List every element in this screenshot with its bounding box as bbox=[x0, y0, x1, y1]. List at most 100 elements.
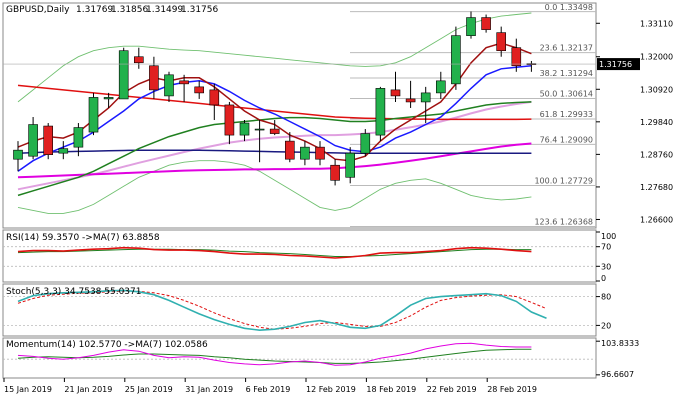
candle-body-4 bbox=[73, 127, 84, 148]
x-axis: 15 Jan 2019 21 Jan 2019 25 Jan 2019 31 Jan … bbox=[3, 378, 537, 394]
price-tick-label-4: 1.28760 bbox=[640, 150, 673, 159]
rsi-main-line bbox=[17, 246, 532, 259]
candle-body-32 bbox=[496, 32, 507, 52]
main-pane-frame bbox=[2, 2, 597, 229]
candle-body-16 bbox=[254, 128, 265, 131]
mom-tick-label-0: 103.8333 bbox=[601, 339, 639, 348]
chart-title: GBPUSD,Daily bbox=[6, 5, 70, 15]
x-tick-label-1: 21 Jan 2019 bbox=[64, 385, 112, 394]
x-tick-label-4: 6 Feb 2019 bbox=[246, 385, 291, 394]
x-tick-label-6: 18 Feb 2019 bbox=[366, 385, 416, 394]
candle-body-1 bbox=[28, 124, 38, 157]
x-tick-label-8: 28 Feb 2019 bbox=[487, 385, 537, 394]
ohlc-close: 1.31756 bbox=[181, 5, 218, 15]
mom-tick-label-1: 96.6607 bbox=[601, 370, 634, 379]
fib-label-4: 61.8 1.29933 bbox=[540, 110, 593, 119]
candle-body-25 bbox=[390, 89, 401, 97]
momentum-pane-frame bbox=[2, 337, 597, 379]
candle-body-28 bbox=[435, 80, 446, 94]
candle-body-11 bbox=[179, 80, 189, 85]
rsi-tick-label-3: 0 bbox=[601, 274, 606, 283]
fib-label-0: 0.0 1.33498 bbox=[545, 3, 593, 12]
overlay-ma-red bbox=[17, 84, 532, 121]
price-tick-label-1: 1.32000 bbox=[640, 53, 673, 62]
fib-label-7: 123.6 1.26368 bbox=[534, 217, 593, 226]
rsi-tick-label-0: 100 bbox=[601, 232, 616, 241]
rsi-label: RSI(14) 59.3570 ->MA(7) 63.8858 bbox=[6, 233, 160, 243]
current-price-label: 1.31756 bbox=[599, 60, 632, 69]
x-tick-label-7: 22 Feb 2019 bbox=[427, 385, 477, 394]
candle-body-20 bbox=[315, 146, 325, 160]
stoch-tick-label-0: 80 bbox=[601, 293, 611, 302]
stoch-pane-frame bbox=[2, 283, 597, 337]
overlay-bollinger-upper bbox=[17, 12, 532, 103]
stochastic-pane: 80 20 bbox=[3, 289, 611, 332]
overlay-ma-violet bbox=[17, 100, 532, 191]
momentum-label: Momentum(14) 102.5770 ->MA(7) 102.0586 bbox=[6, 340, 208, 350]
fib-label-5: 76.4 1.29090 bbox=[540, 135, 593, 144]
candle-body-23 bbox=[360, 133, 371, 154]
candle-body-3 bbox=[58, 148, 69, 154]
candle-body-18 bbox=[284, 140, 295, 160]
mom-signal-line bbox=[17, 348, 532, 364]
candle-body-31 bbox=[481, 17, 491, 30]
candle-body-9 bbox=[149, 65, 159, 91]
overlay-ma-magenta bbox=[17, 142, 532, 179]
main-pane: 0.0 1.33498 23.6 1.32137 38.2 1.31294 50.0 … bbox=[3, 3, 673, 227]
fib-label-1: 23.6 1.32137 bbox=[540, 44, 593, 53]
fib-label-3: 50.0 1.30614 bbox=[540, 90, 593, 99]
price-tick-label-5: 1.27680 bbox=[640, 183, 673, 192]
candle-body-14 bbox=[224, 104, 235, 136]
momentum-pane: 103.8333 96.6607 bbox=[3, 339, 639, 379]
rsi-pane: 100 70 30 0 bbox=[3, 231, 616, 283]
candle-body-17 bbox=[269, 128, 280, 134]
candle-body-15 bbox=[239, 122, 250, 136]
candle-body-26 bbox=[405, 98, 416, 103]
x-tick-label-3: 31 Jan 2019 bbox=[185, 385, 233, 394]
candle-body-33 bbox=[511, 47, 522, 67]
candle-body-6 bbox=[103, 97, 114, 100]
candle-body-0 bbox=[13, 149, 23, 160]
x-tick-label-5: 12 Feb 2019 bbox=[306, 385, 356, 394]
candle-body-2 bbox=[43, 125, 54, 155]
fib-label-2: 38.2 1.31294 bbox=[540, 69, 593, 78]
stoch-signal-line bbox=[17, 290, 547, 330]
ohlc-low: 1.31499 bbox=[146, 5, 183, 15]
candle-body-21 bbox=[330, 164, 340, 181]
overlay-ma-navy bbox=[17, 149, 532, 154]
candle-body-30 bbox=[466, 17, 476, 36]
candle-body-12 bbox=[194, 86, 204, 94]
ohlc-open: 1.31769 bbox=[76, 5, 113, 15]
fib-label-6: 100.0 1.27729 bbox=[534, 176, 593, 185]
ohlc-high: 1.31856 bbox=[111, 5, 148, 15]
candle-body-27 bbox=[420, 92, 431, 103]
x-tick-label-0: 15 Jan 2019 bbox=[4, 385, 52, 394]
price-tick-label-0: 1.33110 bbox=[640, 19, 673, 28]
stoch-main-line bbox=[17, 289, 547, 332]
candle-body-5 bbox=[88, 97, 99, 133]
candle-body-24 bbox=[375, 88, 386, 136]
rsi-tick-label-2: 30 bbox=[601, 262, 611, 271]
rsi-signal-line bbox=[17, 248, 532, 257]
rsi-pane-frame bbox=[2, 229, 597, 283]
price-tick-label-3: 1.29840 bbox=[640, 118, 673, 127]
x-tick-label-2: 25 Jan 2019 bbox=[125, 385, 173, 394]
price-tick-label-6: 1.26600 bbox=[640, 215, 673, 224]
stoch-label: Stoch(5,3,3) 34.7538 55.0371 bbox=[6, 287, 141, 297]
candle-body-7 bbox=[118, 50, 129, 100]
candle-body-13 bbox=[209, 89, 220, 106]
overlay-bollinger-lower bbox=[17, 160, 532, 214]
rsi-tick-label-1: 70 bbox=[601, 243, 611, 252]
price-tick-label-2: 1.30920 bbox=[640, 85, 673, 94]
stoch-tick-label-1: 20 bbox=[601, 321, 611, 330]
overlay-ma-blue bbox=[17, 65, 532, 172]
candle-body-22 bbox=[345, 152, 356, 178]
candle-body-8 bbox=[134, 56, 144, 64]
current-price-tag bbox=[597, 58, 640, 71]
candle-body-10 bbox=[164, 74, 174, 97]
mom-main-line bbox=[17, 342, 532, 366]
candle-body-29 bbox=[451, 35, 461, 85]
candle-body-19 bbox=[300, 146, 310, 160]
